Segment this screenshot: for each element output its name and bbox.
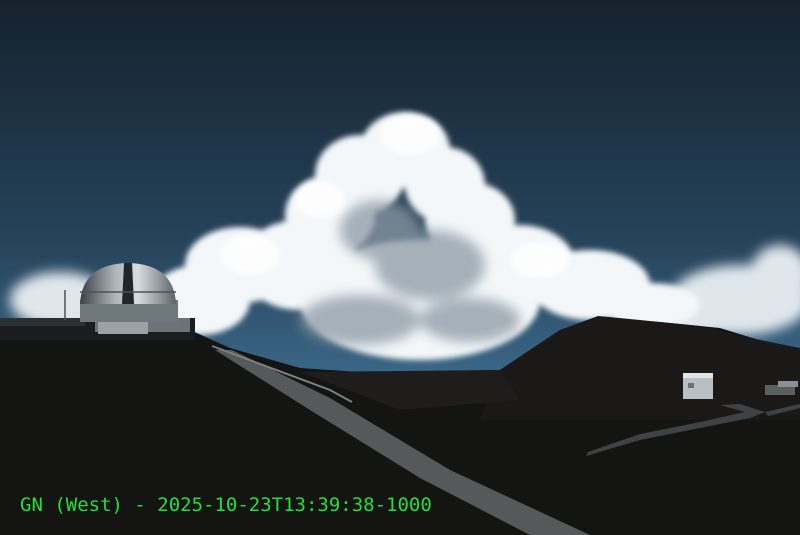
side-road-extension [765,404,800,416]
cinder-cone [480,316,800,420]
side-road [586,404,765,456]
cumulus-cloud [150,112,700,360]
road-guardrail [211,345,353,403]
hill-shading [300,370,520,410]
timestamp-caption: GN (West) - 2025-10-23T13:39:38-1000 [20,494,432,516]
summit-road [215,350,590,535]
trailer-building [683,373,798,399]
observatory-building [0,263,195,340]
